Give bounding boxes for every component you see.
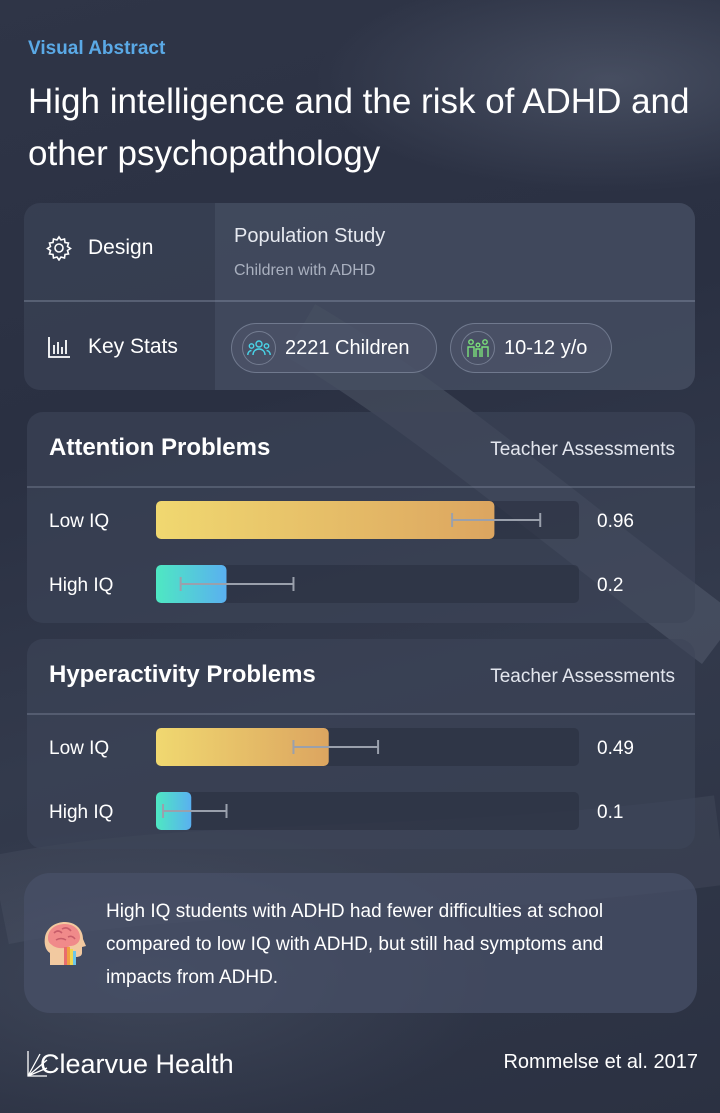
category-label: High IQ bbox=[49, 575, 113, 596]
hyperactivity-chart-panel: Hyperactivity Problems Teacher Assessmen… bbox=[27, 639, 695, 849]
gear-icon bbox=[46, 235, 72, 261]
bar bbox=[156, 501, 495, 539]
category-label: Low IQ bbox=[49, 738, 109, 759]
panel-divider bbox=[27, 713, 695, 715]
chart-title: Hyperactivity Problems bbox=[49, 661, 316, 688]
design-row-label: Design bbox=[46, 235, 153, 261]
page-title: High intelligence and the risk of ADHD a… bbox=[28, 82, 690, 173]
stats-label: Key Stats bbox=[88, 335, 178, 358]
attention-chart-svg: Low IQ 0.96 High IQ 0.2 bbox=[49, 501, 634, 603]
data-label: 0.2 bbox=[597, 575, 623, 596]
summary-text: High IQ students with ADHD had fewer dif… bbox=[106, 901, 604, 988]
data-label: 0.96 bbox=[597, 511, 634, 532]
brand-name: Clearvue Health bbox=[40, 1049, 234, 1079]
group-icon bbox=[242, 331, 276, 365]
children-count-label: 2221 Children bbox=[285, 336, 410, 359]
info-divider bbox=[24, 300, 695, 302]
data-label: 0.1 bbox=[597, 802, 623, 823]
design-subtitle: Children with ADHD bbox=[234, 262, 376, 279]
bar-chart-icon bbox=[48, 337, 70, 358]
brain-head-icon bbox=[44, 922, 86, 965]
eyebrow-label: Visual Abstract bbox=[28, 38, 166, 59]
chart-title: Attention Problems bbox=[49, 434, 271, 461]
design-title: Population Study bbox=[234, 225, 386, 247]
category-label: Low IQ bbox=[49, 511, 109, 532]
age-range-pill: 10-12 y/o bbox=[450, 323, 612, 373]
panel-divider bbox=[27, 486, 695, 488]
bar-track bbox=[156, 792, 579, 830]
hyperactivity-chart-svg: Low IQ 0.49 High IQ 0.1 bbox=[49, 728, 634, 830]
chart-subtitle: Teacher Assessments bbox=[490, 439, 675, 460]
children-count-pill: 2221 Children bbox=[231, 323, 437, 373]
family-icon bbox=[461, 331, 495, 365]
chart-subtitle: Teacher Assessments bbox=[490, 666, 675, 687]
summary-card: High IQ students with ADHD had fewer dif… bbox=[24, 873, 697, 1013]
data-label: 0.49 bbox=[597, 738, 634, 759]
bar-track bbox=[156, 565, 579, 603]
attention-chart-panel: Attention Problems Teacher Assessments L… bbox=[27, 412, 695, 623]
design-label: Design bbox=[88, 236, 154, 259]
study-info-card: Design Population Study Children with AD… bbox=[24, 203, 695, 390]
brand-logo: Clearvue Health bbox=[26, 1048, 234, 1080]
citation: Rommelse et al. 2017 bbox=[503, 1051, 698, 1073]
stats-row-label: Key Stats bbox=[46, 334, 178, 360]
brand-mark-icon bbox=[27, 1051, 48, 1077]
age-range-label: 10-12 y/o bbox=[504, 336, 588, 359]
bar bbox=[156, 728, 329, 766]
category-label: High IQ bbox=[49, 802, 113, 823]
